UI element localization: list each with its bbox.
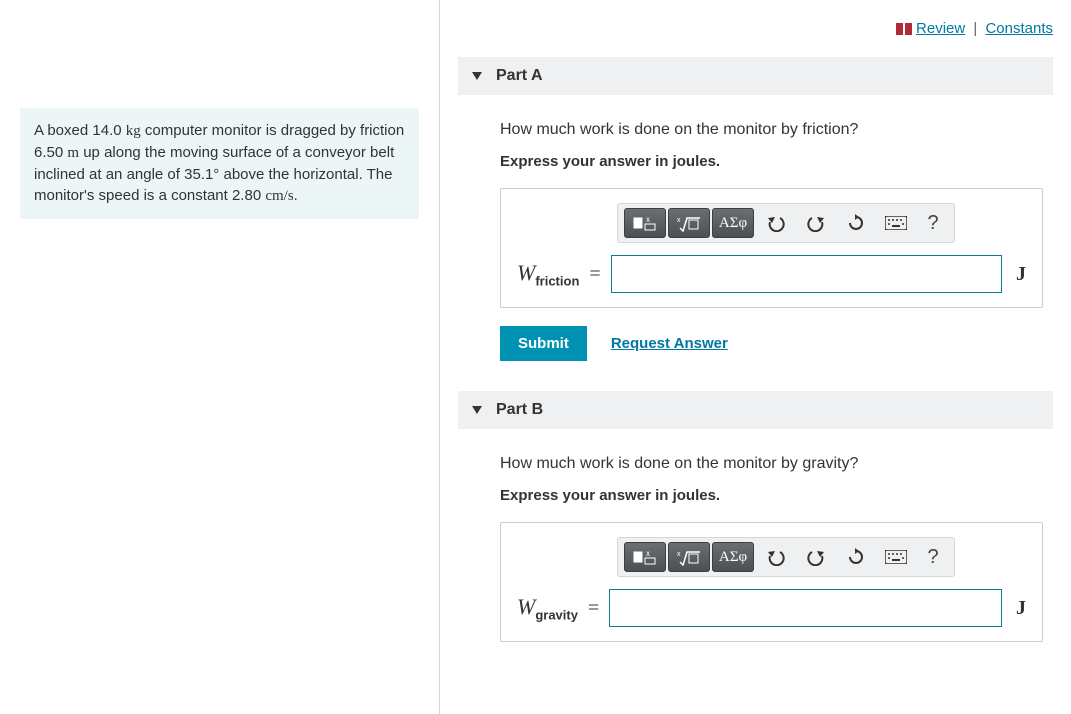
keyboard-icon[interactable] (878, 208, 914, 238)
book-icon (896, 22, 912, 39)
instruction-text: Express your answer in joules. (500, 487, 1043, 504)
svg-text:x: x (646, 549, 650, 558)
part-section: Part B How much work is done on the moni… (458, 391, 1053, 642)
variable-label: Wfriction (517, 260, 579, 288)
part-section: Part A How much work is done on the moni… (458, 57, 1053, 361)
instruction-text: Express your answer in joules. (500, 153, 1043, 170)
action-row: Submit Request Answer (500, 326, 1043, 361)
unit-label: J (1016, 263, 1026, 286)
part-title: Part A (496, 67, 543, 85)
variable-label: Wgravity (517, 594, 578, 622)
answer-box: x x ΑΣφ (500, 188, 1043, 308)
answer-box: x x ΑΣφ (500, 522, 1043, 642)
submit-button[interactable]: Submit (500, 326, 587, 361)
constants-link[interactable]: Constants (985, 20, 1053, 37)
problem-panel: A boxed 14.0 kg computer monitor is drag… (0, 0, 440, 714)
greek-letters-button[interactable]: ΑΣφ (712, 208, 754, 238)
undo-icon[interactable] (758, 208, 794, 238)
answer-panel: Review | Constants Part A How much work … (440, 0, 1071, 714)
undo-icon[interactable] (758, 542, 794, 572)
svg-text:x: x (646, 215, 650, 224)
svg-text:x: x (677, 217, 681, 224)
root-icon[interactable]: x (668, 208, 710, 238)
problem-statement: A boxed 14.0 kg computer monitor is drag… (20, 108, 419, 219)
equals-sign: = (589, 263, 600, 286)
equation-toolbar: x x ΑΣφ (617, 537, 955, 577)
review-link[interactable]: Review (916, 20, 965, 37)
template-icon[interactable]: x (624, 208, 666, 238)
equals-sign: = (588, 597, 599, 620)
top-links: Review | Constants (458, 20, 1053, 39)
redo-icon[interactable] (798, 542, 834, 572)
template-icon[interactable]: x (624, 542, 666, 572)
part-header[interactable]: Part B (458, 391, 1053, 429)
answer-input[interactable] (609, 589, 1002, 627)
part-title: Part B (496, 401, 543, 419)
part-body: How much work is done on the monitor by … (458, 429, 1053, 642)
root-icon[interactable]: x (668, 542, 710, 572)
answer-row: Wfriction = J (517, 255, 1026, 293)
svg-text:x: x (677, 551, 681, 558)
help-icon[interactable]: ? (918, 542, 948, 572)
answer-input[interactable] (611, 255, 1002, 293)
request-answer-link[interactable]: Request Answer (611, 335, 728, 352)
unit-label: J (1016, 597, 1026, 620)
keyboard-icon[interactable] (878, 542, 914, 572)
caret-down-icon (472, 406, 482, 414)
greek-letters-button[interactable]: ΑΣφ (712, 542, 754, 572)
reset-icon[interactable] (838, 542, 874, 572)
part-header[interactable]: Part A (458, 57, 1053, 95)
question-text: How much work is done on the monitor by … (500, 455, 1043, 473)
answer-row: Wgravity = J (517, 589, 1026, 627)
separator: | (969, 20, 981, 37)
part-body: How much work is done on the monitor by … (458, 95, 1053, 361)
question-text: How much work is done on the monitor by … (500, 121, 1043, 139)
help-icon[interactable]: ? (918, 208, 948, 238)
redo-icon[interactable] (798, 208, 834, 238)
reset-icon[interactable] (838, 208, 874, 238)
equation-toolbar: x x ΑΣφ (617, 203, 955, 243)
caret-down-icon (472, 72, 482, 80)
